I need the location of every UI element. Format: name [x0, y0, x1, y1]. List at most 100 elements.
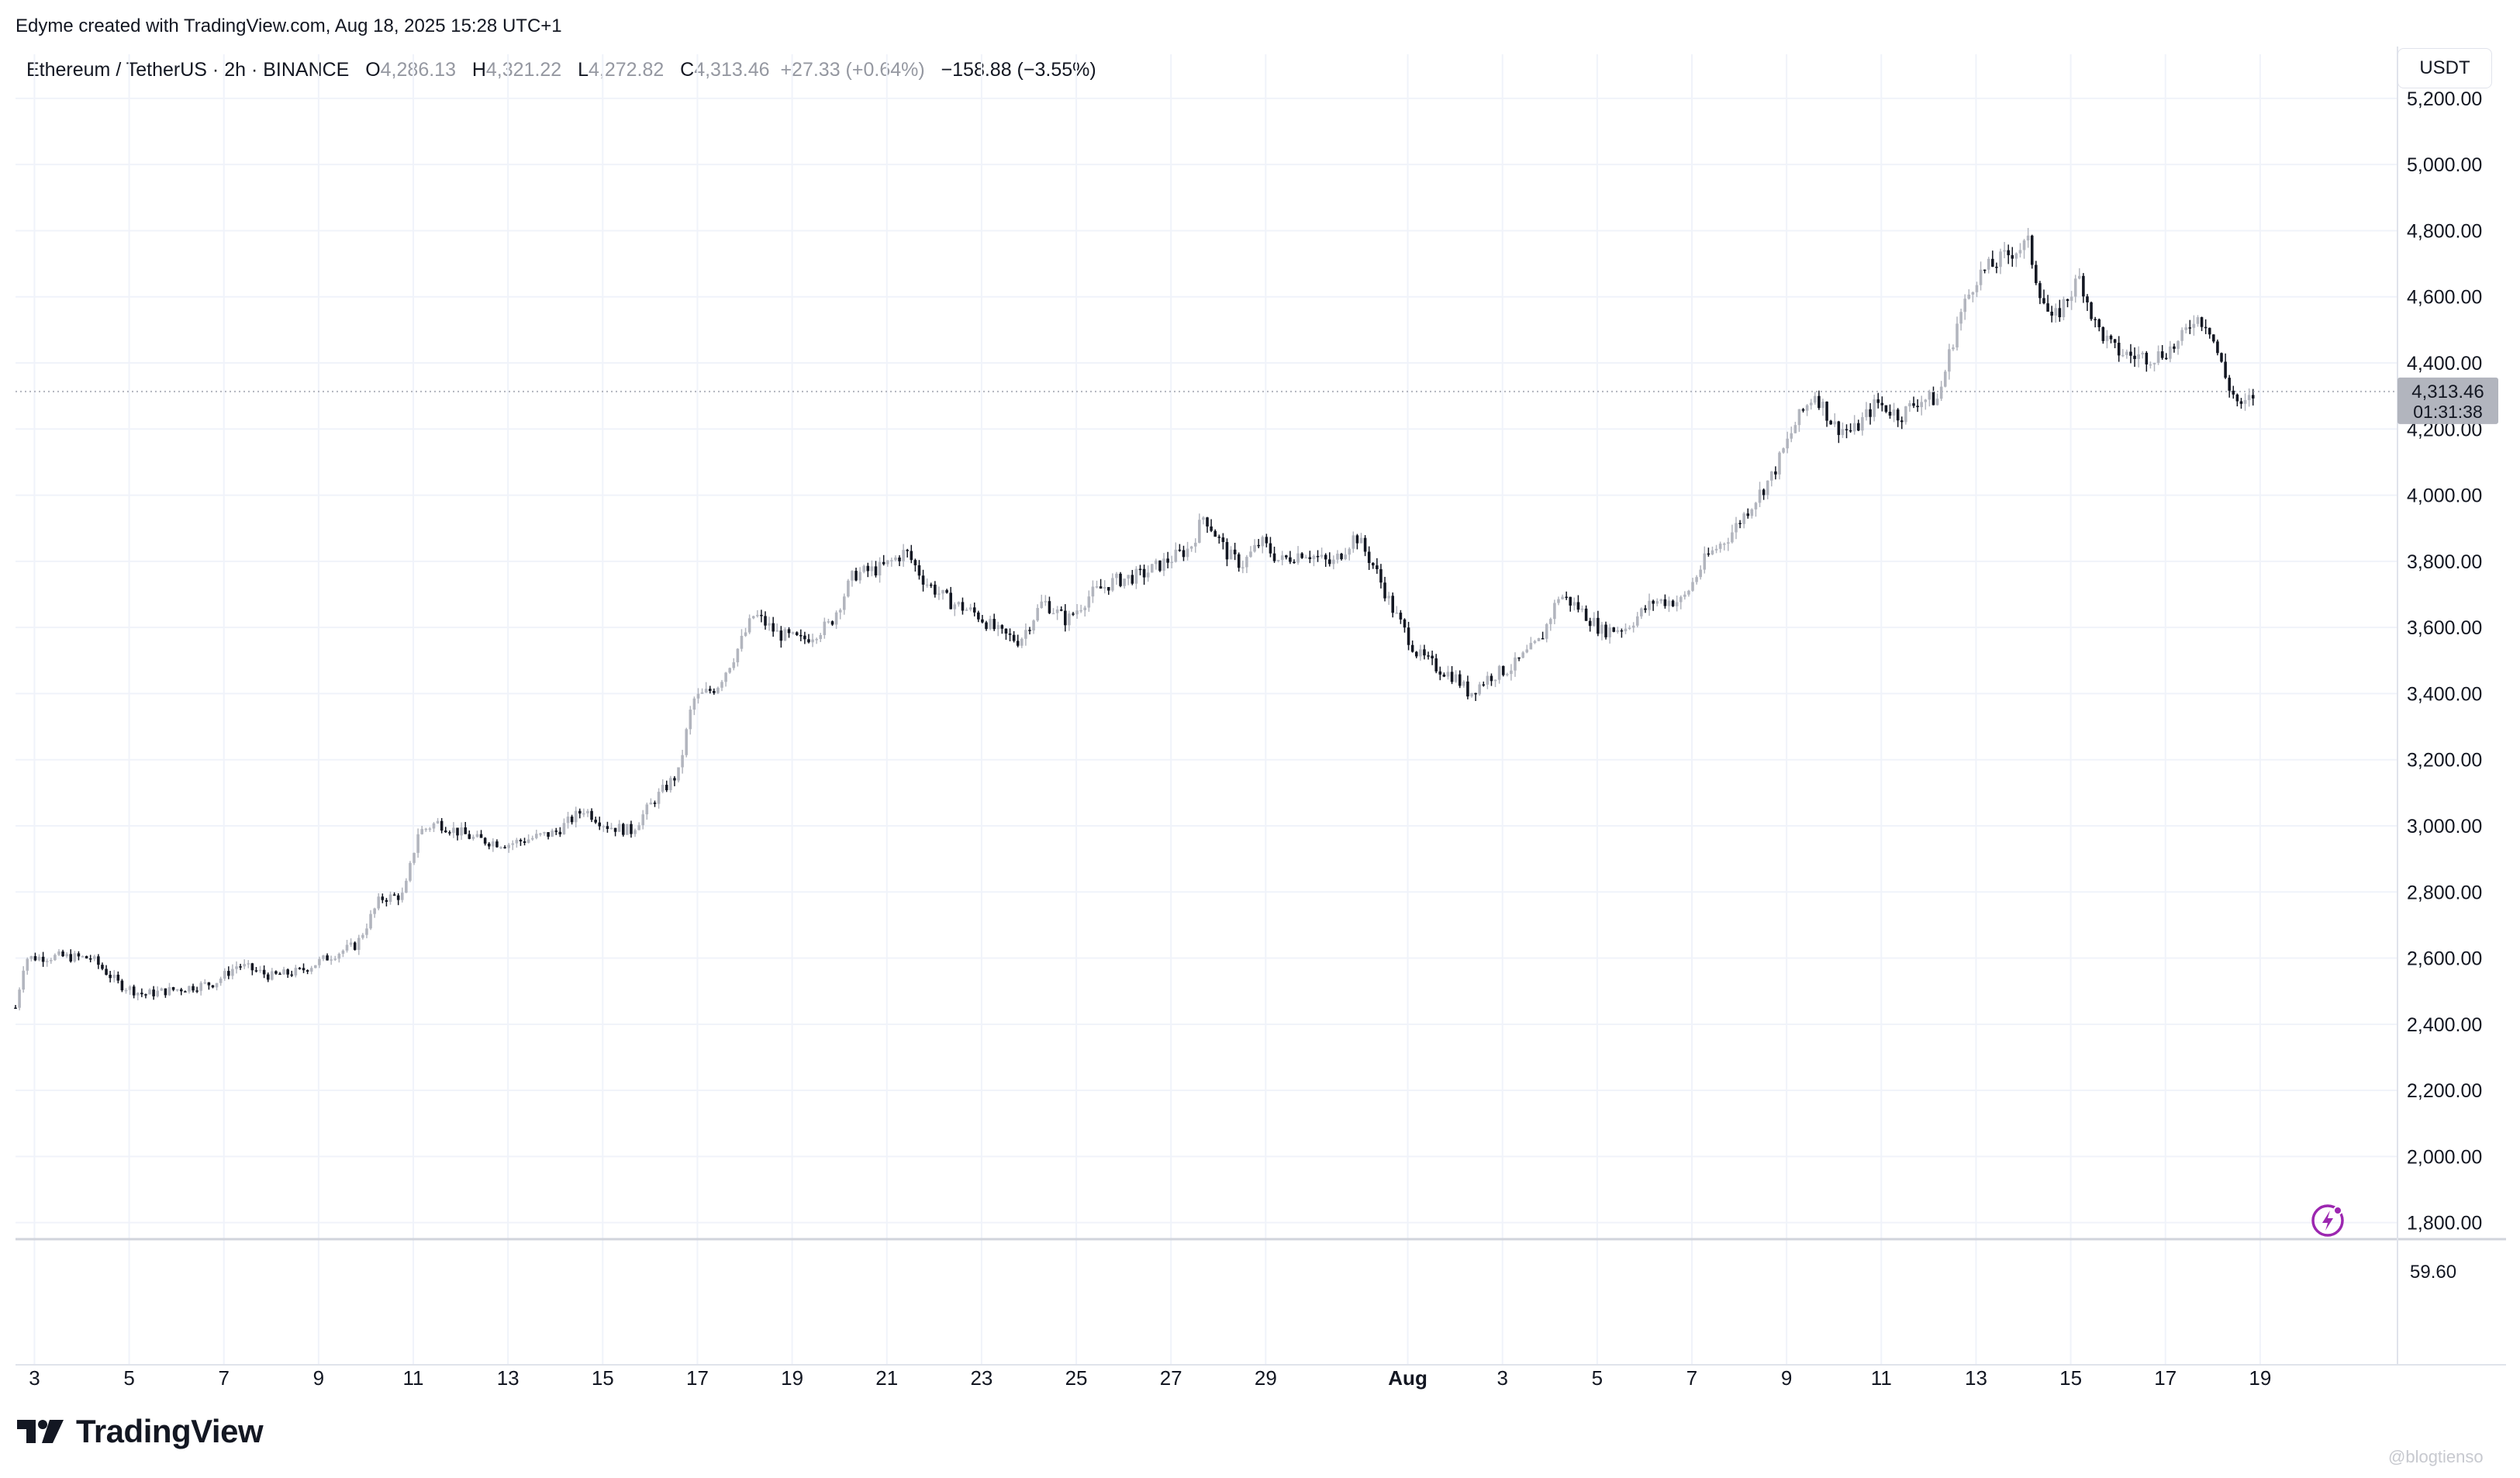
candle-body	[116, 974, 120, 981]
candle-body	[1561, 596, 1564, 599]
candle-body	[834, 612, 838, 625]
candle-body	[732, 662, 736, 668]
candle-body	[760, 614, 763, 616]
tradingview-logo[interactable]: TradingView	[17, 1413, 264, 1450]
candle-body	[523, 841, 526, 843]
candle-body	[357, 938, 361, 950]
candle-body	[602, 826, 606, 827]
candle-body	[1087, 596, 1091, 608]
candle-body	[1391, 596, 1395, 613]
candle-body	[1072, 613, 1075, 615]
candle-body	[1541, 638, 1545, 640]
candle-body	[1367, 551, 1371, 563]
candle-body	[322, 955, 325, 959]
candle-body	[278, 973, 281, 976]
candle-body	[1959, 312, 1962, 324]
candle-body	[1510, 670, 1513, 675]
candle-body	[333, 958, 337, 960]
x-tick-label: 3	[29, 1366, 40, 1390]
candle-body	[972, 607, 976, 613]
candle-body	[1079, 610, 1082, 612]
candle-body	[2113, 339, 2117, 343]
candle-body	[736, 648, 740, 663]
candle-body	[247, 963, 250, 965]
candle-body	[1722, 544, 1726, 545]
candle-body	[2247, 395, 2251, 400]
candle-body	[1383, 582, 1386, 599]
candle-body	[2243, 399, 2247, 404]
y-axis[interactable]: 5,200.00 5,000.00 4,800.00 4,600.00 4,400.00…	[2407, 88, 2482, 1235]
x-tick-label: 23	[970, 1366, 992, 1390]
candle-body	[1912, 403, 1915, 406]
candle-body	[1285, 555, 1288, 558]
grid-lines	[16, 54, 2397, 1365]
candle-body	[1138, 568, 1142, 571]
symbol-name[interactable]: Ethereum / TetherUS · 2h · BINANCE	[26, 59, 350, 81]
candle-body	[1351, 535, 1355, 549]
candle-body	[1182, 550, 1186, 558]
currency-button[interactable]: USDT	[2397, 48, 2492, 88]
candle-body	[492, 841, 495, 847]
x-tick-label: 27	[1160, 1366, 1182, 1390]
candle-body	[2117, 342, 2121, 356]
logo-text: TradingView	[76, 1413, 264, 1449]
x-tick-label: 21	[875, 1366, 898, 1390]
candle-body	[2204, 326, 2208, 329]
candle-body	[578, 810, 582, 814]
candle-body	[1604, 624, 1607, 637]
candle-body	[1004, 628, 1008, 634]
open-label: O	[365, 59, 381, 81]
candle-body	[1695, 577, 1698, 582]
candle-body	[199, 982, 202, 991]
candle-body	[1533, 641, 1537, 644]
candle-body	[1257, 544, 1260, 547]
x-axis[interactable]: 3 5 7 9 11 13 15 17 19 21 23 25 27 29 Aug 3 5 7 9 11 13 15 17 1…	[29, 1366, 2271, 1390]
candle-body	[475, 834, 479, 837]
candle-body	[1506, 674, 1509, 675]
x-tick-label: 3	[1496, 1366, 1507, 1390]
candle-body	[175, 989, 179, 991]
lightning-bolt-icon[interactable]	[2309, 1202, 2346, 1239]
candle-body	[1939, 386, 1943, 399]
candle-body	[1928, 392, 1931, 400]
candle-body	[1431, 655, 1434, 659]
candle-body	[1115, 573, 1118, 578]
candle-body	[2018, 250, 2022, 254]
candle-body	[239, 966, 242, 968]
candle-body	[1055, 609, 1059, 613]
candle-body	[503, 847, 506, 848]
candle-body	[1462, 681, 1465, 686]
candle-body	[1667, 600, 1671, 606]
candle-body	[985, 622, 988, 630]
candle-body	[1414, 651, 1418, 657]
candle-body	[211, 985, 215, 988]
candle-body	[2078, 275, 2081, 279]
candle-body	[1971, 292, 1975, 295]
candle-body	[1869, 409, 1872, 417]
candle-body	[294, 968, 298, 976]
candle-body	[120, 980, 124, 991]
candle-body	[1565, 596, 1568, 599]
y-tick-label: 4,800.00	[2407, 220, 2482, 242]
candle-body	[1241, 567, 1244, 568]
candle-body	[69, 954, 73, 962]
candle-body	[2192, 323, 2196, 328]
candle-body	[1036, 608, 1039, 621]
candle-body	[1999, 251, 2002, 268]
candle-body	[1861, 416, 1864, 431]
candle-body	[1497, 665, 1501, 680]
candle-body	[724, 672, 727, 682]
x-tick-label: Aug	[1388, 1366, 1427, 1390]
candle-body	[566, 817, 570, 824]
candle-body	[65, 954, 68, 957]
watermark: @blogtienso	[2388, 1447, 2484, 1466]
candle-body	[1048, 601, 1051, 613]
candle-body	[1801, 409, 1805, 411]
candle-body	[1762, 489, 1766, 496]
candle-body	[878, 561, 882, 576]
candle-body	[1099, 586, 1103, 589]
candle-body	[1956, 323, 1959, 348]
x-tick-label: 17	[686, 1366, 709, 1390]
candle-body	[1935, 399, 1939, 406]
